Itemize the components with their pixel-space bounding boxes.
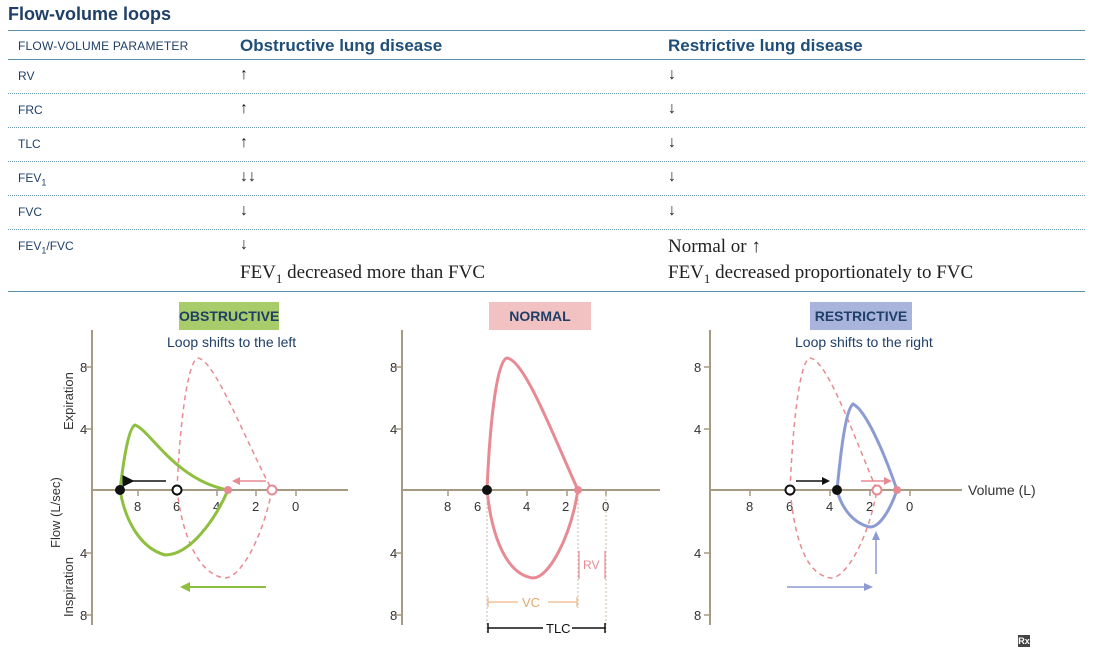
row-restrictive: ↓ xyxy=(668,134,676,151)
table-row: FEV1/FVC ↓ Normal or ↑ FEV1 decreased mo… xyxy=(8,230,1085,290)
x-tick: 2 xyxy=(562,499,569,514)
x-tick: 6 xyxy=(474,499,481,514)
y-axis-label: Flow (L/sec) xyxy=(48,477,63,548)
obstructive-plot: 8 4 4 8 8 6 4 2 0 Expiration Inspiration… xyxy=(48,330,348,625)
tlc-label: TLC xyxy=(546,621,571,636)
row-obstructive: ↑ xyxy=(240,134,248,151)
table-row: TLC ↑ ↓ xyxy=(8,128,1085,162)
x-tick: 0 xyxy=(906,499,913,514)
tlc-point xyxy=(893,486,901,494)
normal-tlc-point xyxy=(871,484,883,496)
table-row: RV ↑ ↓ xyxy=(8,60,1085,94)
vc-label: VC xyxy=(522,595,540,610)
tlc-point xyxy=(574,486,582,494)
x-tick: 8 xyxy=(746,499,753,514)
header-obstructive: Obstructive lung disease xyxy=(240,36,443,55)
arrowhead xyxy=(872,531,880,540)
x-tick: 0 xyxy=(602,499,609,514)
table-row: FVC ↓ ↓ xyxy=(8,196,1085,230)
row-restrictive: ↓ xyxy=(668,202,676,219)
page-title: Flow-volume loops xyxy=(8,4,172,24)
y-tick: 4 xyxy=(694,546,701,561)
row-restrictive: ↓ xyxy=(668,66,676,83)
row-param: RV xyxy=(18,69,35,83)
y-tick: 8 xyxy=(390,360,397,375)
normal-rv-point xyxy=(784,484,796,496)
table-bottom-rule xyxy=(8,291,1085,292)
normal-loop-reference xyxy=(176,357,273,579)
restrictive-label: RESTRICTIVE xyxy=(810,302,912,330)
x-tick: 4 xyxy=(523,499,530,514)
y-tick: 8 xyxy=(80,608,87,623)
arrowhead xyxy=(822,477,830,485)
y-tick: 8 xyxy=(80,360,87,375)
tlc-point xyxy=(224,486,232,494)
y-tick: 4 xyxy=(390,422,397,437)
x-tick: 0 xyxy=(292,499,299,514)
y-tick: 4 xyxy=(390,546,397,561)
obstructive-note: FEV1 decreased more than FVC xyxy=(240,262,486,286)
restrictive-subtitle: Loop shifts to the right xyxy=(795,334,933,350)
y-tick: 4 xyxy=(80,422,87,437)
row-obstructive: ↓ xyxy=(240,236,248,253)
normal-plot: 8 4 4 8 8 6 4 2 0 VC RV TLC xyxy=(390,330,660,636)
normal-label: NORMAL xyxy=(489,302,591,330)
restrictive-loop xyxy=(835,402,899,529)
y-tick: 8 xyxy=(390,608,397,623)
rv-point xyxy=(482,485,492,495)
row-param: FEV1 xyxy=(18,171,47,188)
y-tick: 8 xyxy=(694,608,701,623)
row-obstructive: ↓↓ xyxy=(240,168,256,185)
x-tick: 6 xyxy=(786,499,793,514)
expiration-label: Expiration xyxy=(61,372,76,430)
arrowhead xyxy=(232,477,240,485)
normal-loop xyxy=(485,356,580,580)
normal-tlc-point xyxy=(266,484,278,496)
table-row: FEV1 ↓↓ ↓ xyxy=(8,162,1085,196)
rx-logo: Rx xyxy=(1018,635,1030,647)
row-param: FRC xyxy=(18,103,43,117)
header-rule xyxy=(8,59,1085,60)
x-axis-label: Volume (L) xyxy=(968,482,1036,498)
normal-rv-point xyxy=(171,484,183,496)
row-restrictive: Normal or ↑ xyxy=(668,236,761,257)
obstructive-label: OBSTRUCTIVE xyxy=(179,302,279,330)
rv-point xyxy=(832,485,842,495)
x-tick: 2 xyxy=(866,499,873,514)
row-restrictive: ↓ xyxy=(668,100,676,117)
table-row: FRC ↑ ↓ xyxy=(8,94,1085,128)
rv-point xyxy=(115,485,125,495)
row-obstructive: ↓ xyxy=(240,202,248,219)
arrowhead xyxy=(864,583,873,591)
table-top-rule xyxy=(8,30,1085,31)
arrowhead xyxy=(180,582,190,592)
normal-loop-reference xyxy=(789,357,878,579)
row-obstructive: ↑ xyxy=(240,66,248,83)
x-tick: 6 xyxy=(173,499,180,514)
restrictive-plot: 8 4 4 8 8 6 4 2 0 Volume (L) xyxy=(694,330,1036,625)
obstructive-subtitle: Loop shifts to the left xyxy=(167,334,297,350)
row-param: TLC xyxy=(18,137,41,151)
row-param: FEV1/FVC xyxy=(18,239,74,256)
arrowhead xyxy=(884,477,892,485)
row-param: FVC xyxy=(18,205,42,219)
x-tick: 8 xyxy=(134,499,141,514)
inspiration-label: Inspiration xyxy=(61,557,76,617)
y-tick: 4 xyxy=(80,546,87,561)
x-tick: 8 xyxy=(444,499,451,514)
header-restrictive: Restrictive lung disease xyxy=(668,36,863,55)
x-tick: 4 xyxy=(826,499,833,514)
header-parameter: FLOW-VOLUME PARAMETER xyxy=(18,39,189,53)
x-tick: 4 xyxy=(213,499,220,514)
rv-label: RV xyxy=(583,558,599,572)
y-tick: 8 xyxy=(694,360,701,375)
y-tick: 4 xyxy=(694,422,701,437)
row-restrictive: ↓ xyxy=(668,168,676,185)
restrictive-note: FEV1 decreased proportionately to FVC xyxy=(668,262,974,286)
x-tick: 2 xyxy=(252,499,259,514)
row-obstructive: ↑ xyxy=(240,100,248,117)
